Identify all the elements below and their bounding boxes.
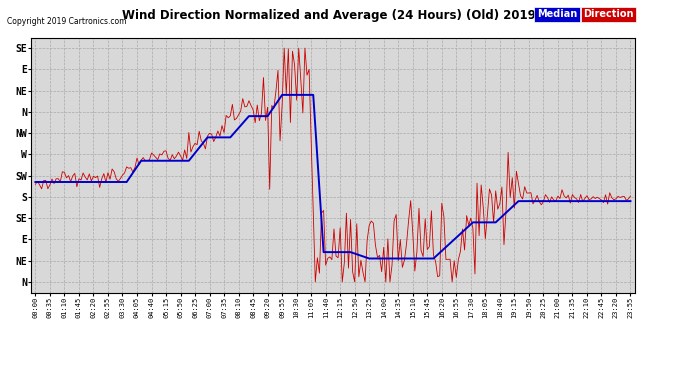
Text: Wind Direction Normalized and Average (24 Hours) (Old) 20190717: Wind Direction Normalized and Average (2… — [122, 9, 568, 22]
Text: Direction: Direction — [583, 9, 633, 20]
Text: Copyright 2019 Cartronics.com: Copyright 2019 Cartronics.com — [7, 17, 126, 26]
Text: Median: Median — [537, 9, 577, 20]
